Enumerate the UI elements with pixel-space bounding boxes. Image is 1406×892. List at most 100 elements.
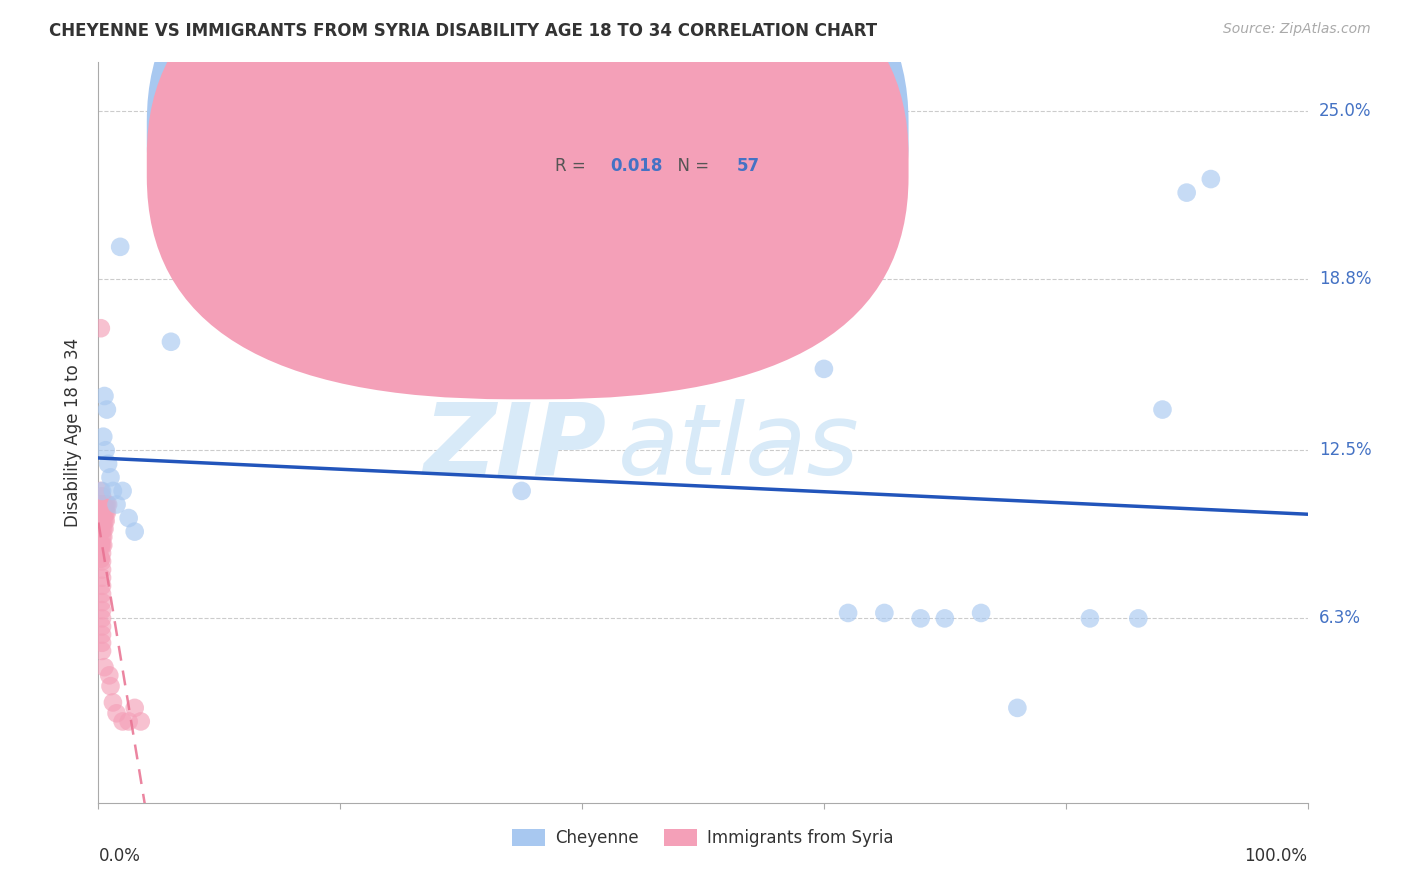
Point	[93, 389, 115, 403]
Text: N =: N =	[666, 157, 714, 175]
Point	[91, 546, 114, 560]
Point	[91, 430, 114, 444]
Point	[91, 603, 114, 617]
Point	[1175, 186, 1198, 200]
Point	[93, 522, 115, 536]
Point	[124, 524, 146, 539]
Y-axis label: Disability Age 18 to 34: Disability Age 18 to 34	[65, 338, 83, 527]
Point	[91, 522, 114, 536]
Point	[91, 619, 114, 633]
Point	[160, 334, 183, 349]
Point	[90, 483, 112, 498]
Point	[873, 606, 896, 620]
Point	[90, 524, 112, 539]
Point	[90, 511, 112, 525]
Point	[111, 483, 134, 498]
Point	[96, 506, 118, 520]
Point	[91, 514, 114, 528]
Point	[91, 628, 114, 642]
Point	[96, 498, 118, 512]
Point	[105, 498, 128, 512]
Point	[118, 714, 141, 729]
Point	[91, 595, 114, 609]
Text: CHEYENNE VS IMMIGRANTS FROM SYRIA DISABILITY AGE 18 TO 34 CORRELATION CHART: CHEYENNE VS IMMIGRANTS FROM SYRIA DISABI…	[49, 22, 877, 40]
Point	[90, 498, 112, 512]
Point	[94, 498, 117, 512]
Legend: Cheyenne, Immigrants from Syria: Cheyenne, Immigrants from Syria	[505, 822, 901, 854]
Text: 0.018: 0.018	[610, 157, 662, 175]
Text: 12.5%: 12.5%	[1319, 442, 1371, 459]
Point	[91, 579, 114, 593]
Point	[118, 511, 141, 525]
Point	[98, 668, 121, 682]
Point	[91, 587, 114, 601]
Point	[91, 514, 114, 528]
Text: ZIP: ZIP	[423, 399, 606, 496]
Point	[101, 696, 124, 710]
Point	[100, 470, 122, 484]
Text: 0.195: 0.195	[610, 124, 662, 142]
Point	[1007, 701, 1029, 715]
Text: 57: 57	[737, 157, 761, 175]
FancyBboxPatch shape	[146, 0, 908, 366]
Point	[91, 483, 114, 498]
Text: 27: 27	[737, 124, 761, 142]
Text: 25.0%: 25.0%	[1319, 103, 1371, 120]
Point	[91, 554, 114, 568]
Point	[93, 498, 115, 512]
Point	[91, 498, 114, 512]
Point	[91, 611, 114, 625]
Point	[510, 483, 533, 498]
Point	[90, 524, 112, 539]
FancyBboxPatch shape	[146, 0, 908, 400]
Point	[91, 563, 114, 577]
Point	[101, 483, 124, 498]
Point	[90, 538, 112, 552]
Point	[91, 538, 114, 552]
Point	[94, 514, 117, 528]
Text: N =: N =	[666, 124, 714, 142]
Point	[90, 321, 112, 335]
Point	[1199, 172, 1222, 186]
Point	[94, 443, 117, 458]
Point	[91, 506, 114, 520]
Point	[93, 514, 115, 528]
Point	[94, 506, 117, 520]
Text: 18.8%: 18.8%	[1319, 270, 1371, 288]
Point	[129, 714, 152, 729]
Point	[91, 498, 114, 512]
Point	[91, 506, 114, 520]
Point	[96, 402, 118, 417]
Point	[90, 551, 112, 566]
Point	[91, 522, 114, 536]
Point	[91, 571, 114, 585]
Text: atlas: atlas	[619, 399, 860, 496]
Point	[1128, 611, 1150, 625]
FancyBboxPatch shape	[498, 107, 837, 188]
Point	[97, 498, 120, 512]
Point	[91, 489, 114, 503]
Point	[100, 679, 122, 693]
Text: Source: ZipAtlas.com: Source: ZipAtlas.com	[1223, 22, 1371, 37]
Point	[124, 701, 146, 715]
Point	[105, 706, 128, 721]
Point	[90, 498, 112, 512]
Text: 6.3%: 6.3%	[1319, 609, 1361, 627]
Point	[837, 606, 859, 620]
Point	[108, 240, 131, 254]
Point	[934, 611, 956, 625]
Point	[111, 714, 134, 729]
Text: 100.0%: 100.0%	[1244, 847, 1308, 865]
Point	[91, 538, 114, 552]
Text: R =: R =	[555, 124, 592, 142]
Point	[91, 644, 114, 658]
Text: R =: R =	[555, 157, 592, 175]
Point	[93, 660, 115, 674]
Point	[90, 538, 112, 552]
Point	[91, 530, 114, 544]
Point	[1152, 402, 1174, 417]
Point	[1078, 611, 1101, 625]
Point	[93, 506, 115, 520]
Point	[91, 530, 114, 544]
Text: 0.0%: 0.0%	[98, 847, 141, 865]
